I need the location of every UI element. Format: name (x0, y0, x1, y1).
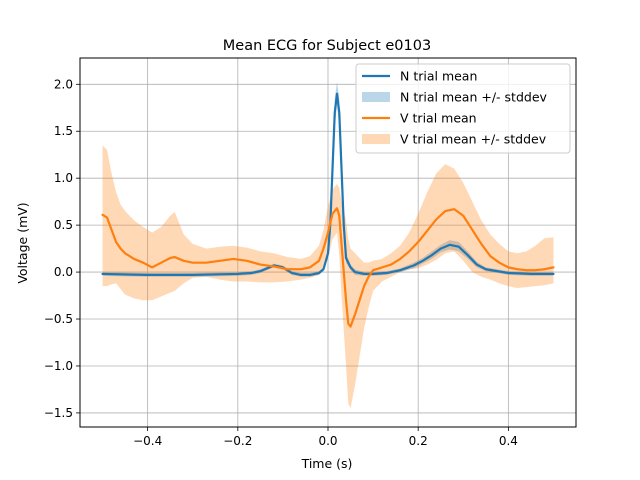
y-tick-label: 1.5 (54, 124, 73, 138)
y-tick-label: 2.0 (54, 77, 73, 91)
legend-label-v-trial-mean: V trial mean (400, 111, 477, 126)
x-tick-label: 0.4 (499, 434, 518, 448)
x-tick-label: 0.2 (409, 434, 428, 448)
y-tick-label: 1.0 (54, 171, 73, 185)
chart-title: Mean ECG for Subject e0103 (223, 38, 431, 54)
legend-box (355, 63, 571, 154)
y-tick-label: −1.5 (44, 406, 73, 420)
x-axis-ticks: −0.4 −0.2 0.0 0.2 0.4 (133, 427, 518, 448)
y-tick-label: 0.0 (54, 265, 73, 279)
legend-label-v-trial-mean-stddev: V trial mean +/- stddev (400, 132, 547, 147)
legend-label-n-trial-mean-stddev: N trial mean +/- stddev (400, 90, 548, 105)
y-axis-ticks: −1.5 −1.0 −0.5 0.0 0.5 1.0 1.5 2.0 (44, 77, 80, 420)
y-axis-label: Voltage (mV) (15, 202, 30, 283)
x-axis-label: Time (s) (301, 456, 353, 471)
legend: N trial mean N trial mean +/- stddev V tri… (355, 63, 571, 154)
y-tick-label: −1.0 (44, 359, 73, 373)
legend-label-n-trial-mean: N trial mean (400, 69, 477, 84)
x-tick-label: −0.2 (223, 434, 252, 448)
x-tick-label: 0.0 (318, 434, 337, 448)
legend-swatch-v-trial-mean-stddev (362, 134, 390, 144)
std-bands (102, 82, 554, 409)
y-tick-label: 0.5 (54, 218, 73, 232)
x-tick-label: −0.4 (133, 434, 162, 448)
series-lines (101, 92, 555, 328)
y-tick-label: −0.5 (44, 312, 73, 326)
v-std-band (102, 145, 554, 409)
v-trial-mean-line (101, 207, 555, 328)
legend-swatch-n-trial-mean-stddev (362, 92, 390, 102)
